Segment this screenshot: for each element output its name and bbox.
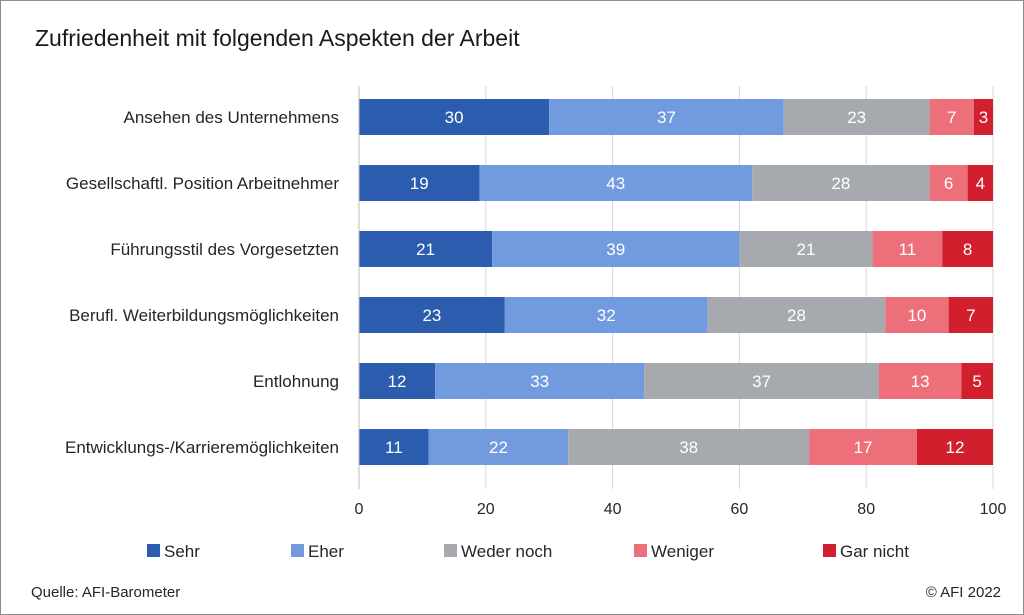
bar-segment [973, 99, 993, 135]
legend-label: Gar nicht [840, 542, 909, 561]
bar-segment [872, 231, 943, 267]
category-label: Ansehen des Unternehmens [124, 108, 339, 127]
bar-segment [929, 99, 974, 135]
bar-segment [752, 165, 930, 201]
legend-swatch [823, 544, 836, 557]
data-label: 12 [388, 372, 407, 391]
x-tick-label: 40 [604, 501, 622, 518]
bar-segment [359, 165, 480, 201]
bar-segment [783, 99, 930, 135]
data-label: 17 [854, 438, 873, 457]
data-label: 21 [416, 240, 435, 259]
data-label: 12 [945, 438, 964, 457]
source-note: Quelle: AFI-Barometer [31, 584, 181, 601]
data-label: 30 [445, 108, 464, 127]
bar-segment [359, 99, 550, 135]
data-label: 11 [899, 240, 917, 259]
bar-segment [549, 99, 784, 135]
legend-label: Weniger [651, 542, 714, 561]
x-tick-label: 0 [355, 501, 364, 518]
legend-swatch [634, 544, 647, 557]
bar-segment [929, 165, 968, 201]
data-label: 19 [410, 174, 429, 193]
bar-segment [707, 297, 886, 333]
bar-segment [961, 363, 993, 399]
data-label: 33 [530, 372, 549, 391]
data-label: 3 [979, 108, 988, 127]
data-label: 28 [787, 306, 806, 325]
data-label: 11 [385, 438, 403, 457]
bar-segment [492, 231, 740, 267]
data-label: 8 [963, 240, 972, 259]
bar-segment [479, 165, 753, 201]
legend-label: Eher [308, 542, 344, 561]
bar-segment [942, 231, 993, 267]
data-label: 39 [606, 240, 625, 259]
x-tick-label: 80 [857, 501, 875, 518]
chart-title: Zufriedenheit mit folgenden Aspekten der… [35, 25, 520, 51]
data-label: 5 [972, 372, 981, 391]
bar-segment [885, 297, 949, 333]
bar-segment [878, 363, 962, 399]
data-label: 23 [847, 108, 866, 127]
legend-swatch [291, 544, 304, 557]
data-label: 7 [947, 108, 956, 127]
bar-segment [967, 165, 993, 201]
bar-segment [359, 231, 493, 267]
bar-segment [809, 429, 917, 465]
data-label: 7 [966, 306, 975, 325]
bar-segment [504, 297, 708, 333]
data-label: 37 [752, 372, 771, 391]
data-label: 23 [422, 306, 441, 325]
legend-label: Sehr [164, 542, 200, 561]
bar-segment [359, 429, 429, 465]
legend-swatch [444, 544, 457, 557]
bar-segment [435, 363, 645, 399]
bar-segment [359, 363, 436, 399]
data-label: 22 [489, 438, 508, 457]
bar-segment [948, 297, 993, 333]
copyright-note: © AFI 2022 [925, 584, 1001, 601]
data-label: 6 [944, 174, 953, 193]
data-label: 43 [606, 174, 625, 193]
bar-segment [644, 363, 879, 399]
bar-segment [739, 231, 873, 267]
legend-label: Weder noch [461, 542, 552, 561]
bar-segment [568, 429, 810, 465]
x-tick-label: 100 [980, 501, 1007, 518]
data-label: 38 [679, 438, 698, 457]
category-label: Führungsstil des Vorgesetzten [110, 240, 339, 259]
data-label: 10 [907, 306, 926, 325]
x-tick-label: 20 [477, 501, 495, 518]
data-label: 21 [797, 240, 816, 259]
data-label: 32 [597, 306, 616, 325]
bar-segment [359, 297, 505, 333]
data-label: 28 [831, 174, 850, 193]
category-label: Gesellschaftl. Position Arbeitnehmer [66, 174, 339, 193]
data-label: 13 [911, 372, 930, 391]
data-label: 37 [657, 108, 676, 127]
bar-segment [916, 429, 993, 465]
category-label: Entlohnung [253, 372, 339, 391]
legend-swatch [147, 544, 160, 557]
category-label: Entwicklungs-/Karrieremöglichkeiten [65, 438, 339, 457]
x-tick-label: 60 [731, 501, 749, 518]
data-label: 4 [976, 174, 985, 193]
bar-segment [428, 429, 569, 465]
category-label: Berufl. Weiterbildungsmöglichkeiten [69, 306, 339, 325]
